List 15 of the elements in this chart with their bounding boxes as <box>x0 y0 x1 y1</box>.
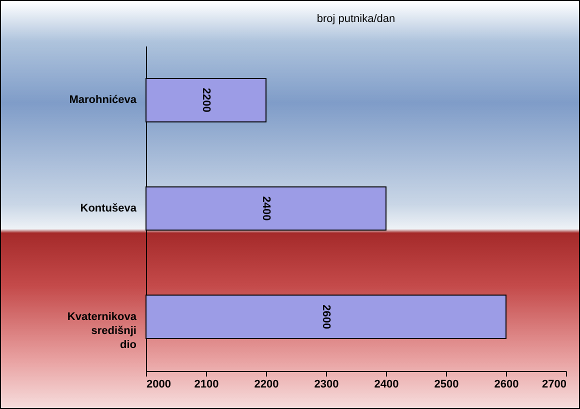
x-tick-label: 2100 <box>194 378 219 390</box>
x-tick-label: 2700 <box>542 378 566 390</box>
x-tick-label: 2300 <box>314 378 339 390</box>
data-label: 2200 <box>200 88 212 112</box>
x-tick-label: 2500 <box>434 378 459 390</box>
x-tick-label: 2000 <box>146 378 171 390</box>
y-tick-label: Kvaternikova središnji dio <box>67 310 138 351</box>
data-label: 2600 <box>320 304 332 330</box>
data-label: 2400 <box>260 196 272 221</box>
y-tick-label: Kontuševa <box>80 202 138 214</box>
x-tick-label: 2600 <box>494 378 519 390</box>
x-tick-label: 2400 <box>374 378 399 390</box>
chart-title: broj putnika/dan <box>316 13 396 25</box>
y-tick-label: Marohnićeva <box>69 94 138 106</box>
x-tick-label: 2200 <box>254 378 279 390</box>
